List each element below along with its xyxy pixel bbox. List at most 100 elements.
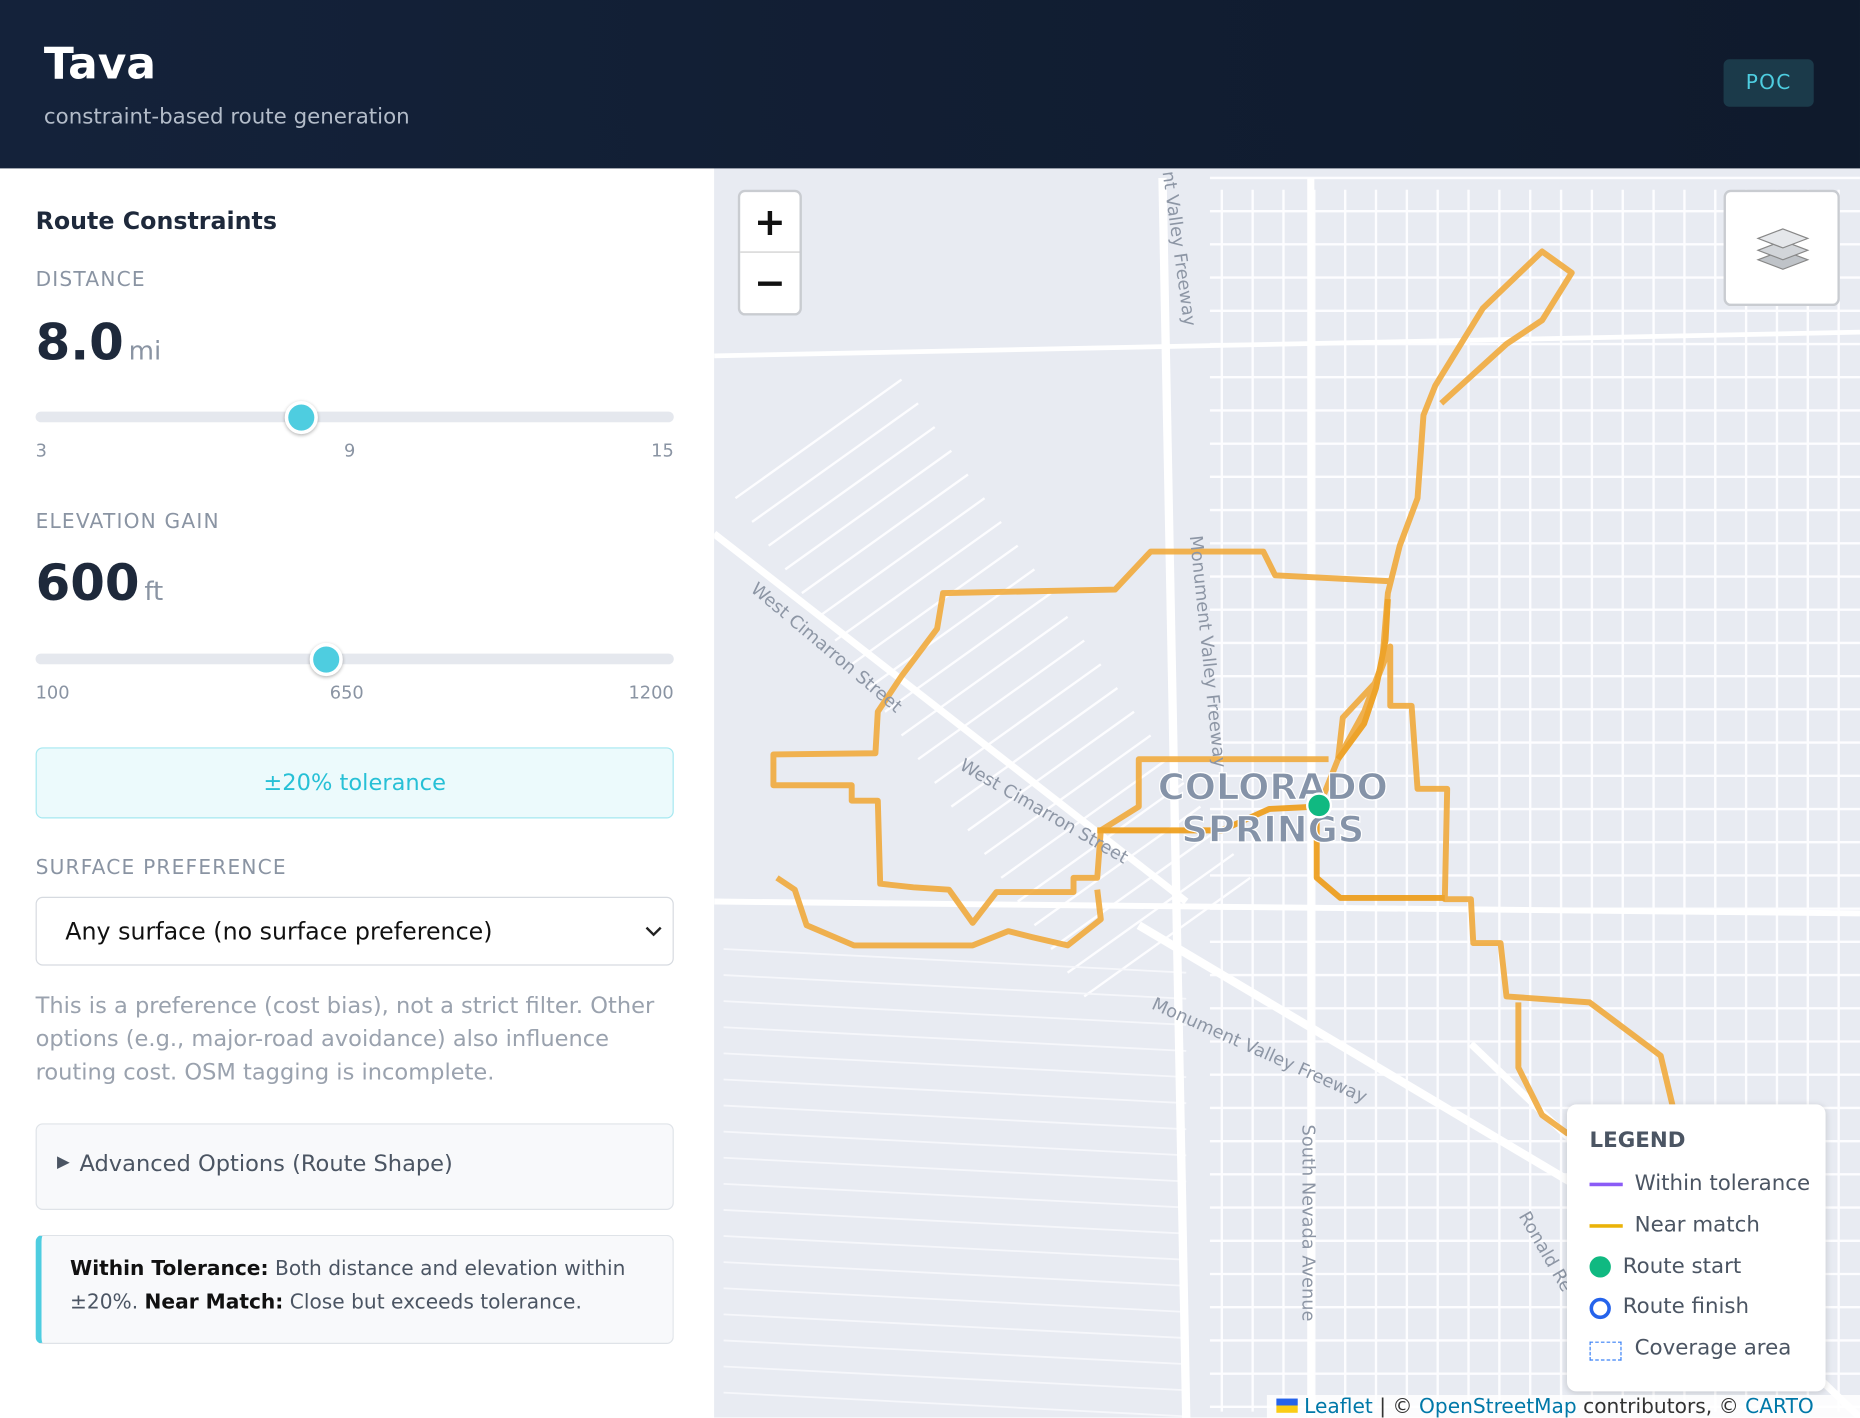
layers-icon [1756,228,1810,270]
legend-swatch [1589,1341,1622,1361]
route-line [775,875,1104,949]
slider-track[interactable] [35,411,674,423]
legend-swatch [1589,1224,1623,1228]
street [723,1026,1187,1052]
street [817,497,986,618]
zoom-control: + − [737,189,802,316]
street [801,473,969,595]
street [784,449,953,571]
link[interactable]: CARTO [1745,1394,1814,1418]
slider-mid: 9 [344,440,356,462]
route-line [1097,803,1445,901]
street [734,378,903,500]
header: Tava constraint-based route generation P… [0,0,1860,169]
route-line [1316,248,1575,808]
street [714,898,1860,917]
street [723,1209,1187,1235]
unit: mi [128,336,162,367]
slider-track[interactable] [35,653,674,665]
street [723,1052,1187,1078]
field-label: SURFACE PREFERENCE [35,856,287,881]
zoom-in[interactable]: + [740,192,800,253]
slider-max: 15 [651,440,674,462]
street [714,530,1189,905]
street [723,948,1187,974]
route-line [1335,598,1391,761]
street [723,1261,1187,1287]
street [917,639,1085,761]
map[interactable]: West Cimarron Street West Cimarron Stree… [714,168,1860,1418]
street-label: Monument Valley Freeway [1185,534,1230,768]
street [723,1313,1187,1339]
route-line [770,548,1391,926]
text: contributors, © [1583,1394,1739,1418]
street [834,520,1002,642]
street [751,402,919,523]
street [723,1130,1187,1157]
slider-max: 1200 [628,682,674,704]
street [950,687,1119,808]
start-marker[interactable] [1306,792,1333,819]
street [723,1391,1187,1418]
legend-item: Coverage area [1634,1335,1792,1361]
street [714,329,1860,359]
slider-thumb[interactable] [309,642,343,677]
legend-swatch [1589,1297,1611,1320]
layers-control[interactable] [1723,189,1840,307]
sidebar: Route Constraints DISTANCE 8.0 mi 3 9 15 … [0,168,715,1418]
info-term: Within Tolerance: [69,1257,269,1282]
legend-swatch [1589,1182,1623,1187]
help-text: This is a preference (cost bias), not a … [35,992,655,1086]
slider-mid: 650 [329,682,364,704]
info-term: Near Match: [144,1290,284,1315]
street [723,1104,1187,1131]
slider-thumb[interactable] [284,400,319,435]
link[interactable]: Leaflet [1304,1394,1373,1418]
info-box: Within Tolerance: Both distance and elev… [35,1234,674,1344]
legend-item: Route start [1622,1253,1742,1279]
street [1158,177,1191,1418]
street [723,1235,1187,1261]
field-label: ELEVATION GAIN [35,510,220,534]
city-label: COLORADO SPRINGS [1157,765,1388,852]
zoom-out[interactable]: − [753,259,786,305]
legend-item: Route finish [1622,1294,1750,1320]
info-text: Close but exceeds tolerance. [289,1290,582,1315]
text: | © [1379,1394,1413,1418]
disclosure-arrow: ▶ [56,1153,70,1172]
legend: LEGEND Within tolerance Near match Route… [1566,1104,1826,1392]
value: 8.0 [35,313,124,372]
street [723,1182,1187,1209]
advanced-toggle[interactable]: ▶ Advanced Options (Route Shape) [35,1123,674,1210]
city-name: SPRINGS [1181,808,1364,851]
legend-item: Within tolerance [1634,1170,1811,1196]
legend-swatch [1589,1256,1611,1278]
street-label: South Nevada Avenue [1297,1125,1318,1322]
street-label: West Cimarron Street [746,578,906,717]
select-value: Any surface (no surface preference) [65,916,493,946]
street-label: West Cimarron Street [956,755,1132,869]
value: 600 [35,553,140,613]
link[interactable]: OpenStreetMap [1419,1394,1577,1418]
value-display: 8.0 mi [36,313,162,371]
attribution: Leaflet | © OpenStreetMap contributors, … [1266,1394,1860,1418]
street [723,1000,1187,1026]
app-title: Tava [43,37,157,89]
street [934,663,1102,784]
surface-select[interactable]: Any surface (no surface preference) [35,896,674,966]
legend-item: Near match [1634,1212,1760,1238]
section-heading: Route Constraints [35,206,278,235]
value-display: 600 ft [36,554,164,612]
street [900,615,1069,737]
legend-title: LEGEND [1589,1128,1686,1154]
slider-min: 100 [35,682,70,704]
street [723,1287,1187,1313]
map-canvas: West Cimarron Street West Cimarron Stree… [714,170,1860,1418]
street [723,1156,1187,1183]
street [851,544,1019,666]
city-name: COLORADO [1158,766,1388,809]
street [884,592,1052,713]
